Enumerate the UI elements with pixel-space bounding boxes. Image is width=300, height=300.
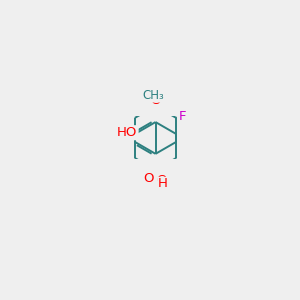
Text: O: O	[143, 172, 154, 185]
Text: O: O	[157, 174, 167, 187]
Text: HO: HO	[117, 126, 138, 139]
Text: H: H	[158, 177, 168, 190]
Text: O: O	[150, 94, 161, 107]
Text: CH₃: CH₃	[142, 89, 164, 102]
Text: F: F	[179, 110, 187, 123]
